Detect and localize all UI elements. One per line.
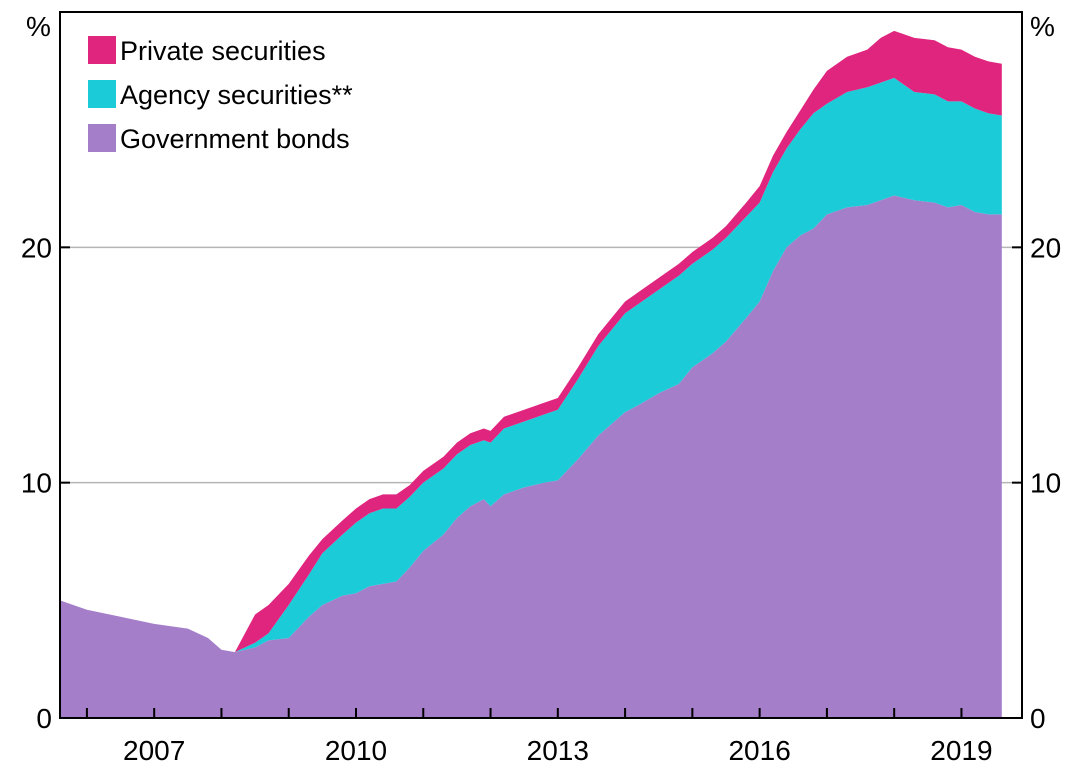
legend-swatch [88,80,116,108]
x-tick-label: 2010 [325,735,387,766]
x-tick-label: 2013 [527,735,589,766]
legend-label: Private securities [120,36,326,66]
left-y-tick-label: 0 [36,703,52,734]
legend-swatch [88,36,116,64]
legend-swatch [88,124,116,152]
legend-label: Agency securities** [120,80,353,110]
x-tick-label: 2007 [123,735,185,766]
plot-frame [59,11,1023,719]
left-y-tick-labels: 0 10 20 [21,232,52,734]
right-y-tick-label: 20 [1030,232,1061,263]
area-series-2 [60,77,1002,653]
left-unit-label: % [26,11,51,42]
x-tick-label: 2019 [930,735,992,766]
right-unit-label: % [1030,11,1055,42]
left-y-tick-label: 10 [21,468,52,499]
area-series-3 [60,30,1002,653]
axis-ticks [60,246,1022,719]
x-tick-labels: 2007 2010 2013 2016 2019 [123,735,993,766]
series-areas [60,30,1002,718]
area-series-1 [60,195,1002,718]
right-y-tick-labels: 0 10 20 [1030,232,1061,734]
left-y-tick-label: 20 [21,232,52,263]
right-y-tick-label: 10 [1030,468,1061,499]
right-y-tick-label: 0 [1030,703,1046,734]
legend-label: Government bonds [120,124,350,154]
x-tick-label: 2016 [728,735,790,766]
legend: Private securities Agency securities** Gov… [88,36,353,154]
